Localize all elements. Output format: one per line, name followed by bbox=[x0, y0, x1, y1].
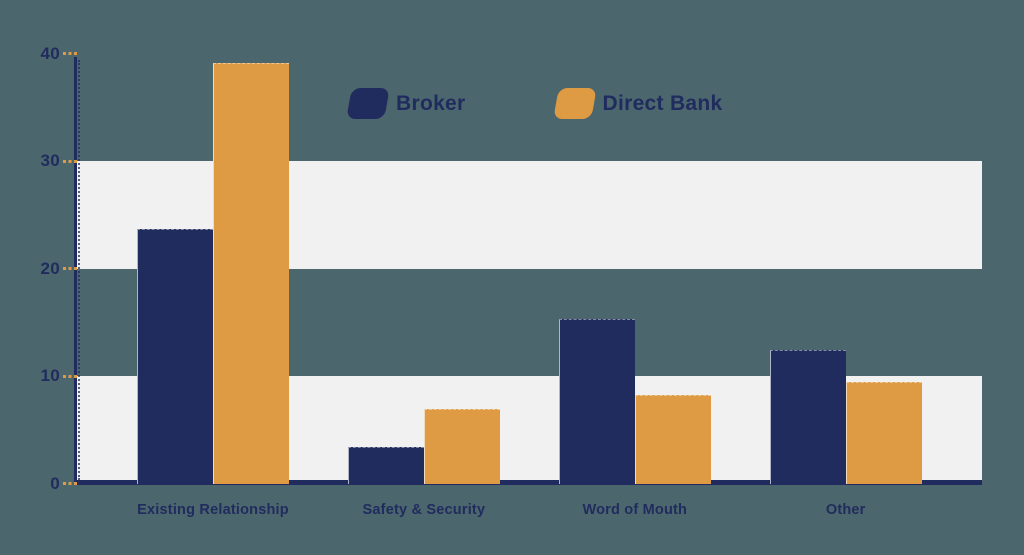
broker-swatch bbox=[346, 88, 390, 119]
y-tick-10 bbox=[63, 374, 77, 378]
bar-group-word-of-mouth bbox=[558, 319, 711, 484]
bar-direct-bank-existing-relationship bbox=[213, 63, 289, 484]
direct-bank-legend-label: Direct Bank bbox=[602, 91, 723, 115]
y-tick-40 bbox=[63, 52, 77, 55]
bar-group-safety-security bbox=[347, 409, 500, 484]
y-axis-label-40: 40 bbox=[40, 43, 60, 63]
broker-legend-label: Broker bbox=[396, 91, 466, 115]
y-tick-30 bbox=[63, 159, 77, 163]
x-axis-label-other: Other bbox=[825, 502, 866, 518]
x-axis-label-safety-security: Safety & Security bbox=[362, 502, 486, 518]
y-axis-label-0: 0 bbox=[50, 473, 60, 493]
x-axis-label-word-of-mouth: Word of Mouth bbox=[582, 502, 688, 518]
bar-broker-existing-relationship bbox=[137, 228, 213, 484]
bar-broker-word-of-mouth bbox=[558, 319, 635, 484]
y-axis-label-20: 20 bbox=[40, 258, 60, 278]
y-axis-label-30: 30 bbox=[40, 151, 60, 170]
bar-group-other bbox=[769, 350, 922, 484]
bar-direct-bank-safety-security bbox=[423, 409, 500, 484]
y-axis-line bbox=[74, 57, 77, 484]
y-axis-dotted-edge bbox=[78, 60, 80, 480]
x-axis-label-existing-relationship: Existing Relationship bbox=[137, 502, 289, 518]
bar-group-existing-relationship bbox=[137, 63, 289, 484]
y-tick-0 bbox=[63, 482, 77, 485]
y-tick-20 bbox=[63, 267, 77, 270]
x-axis-line bbox=[76, 480, 982, 485]
legend-item-broker: Broker bbox=[346, 88, 466, 119]
legend-item-direct-bank: Direct Bank bbox=[552, 88, 723, 119]
bar-broker-other bbox=[769, 350, 846, 484]
direct-bank-swatch bbox=[552, 88, 597, 119]
y-axis-label-10: 10 bbox=[40, 366, 60, 385]
bar-broker-safety-security bbox=[347, 446, 424, 484]
bar-direct-bank-other bbox=[845, 382, 922, 484]
legend: Broker Direct Bank bbox=[346, 88, 723, 119]
bar-direct-bank-word-of-mouth bbox=[634, 395, 711, 484]
